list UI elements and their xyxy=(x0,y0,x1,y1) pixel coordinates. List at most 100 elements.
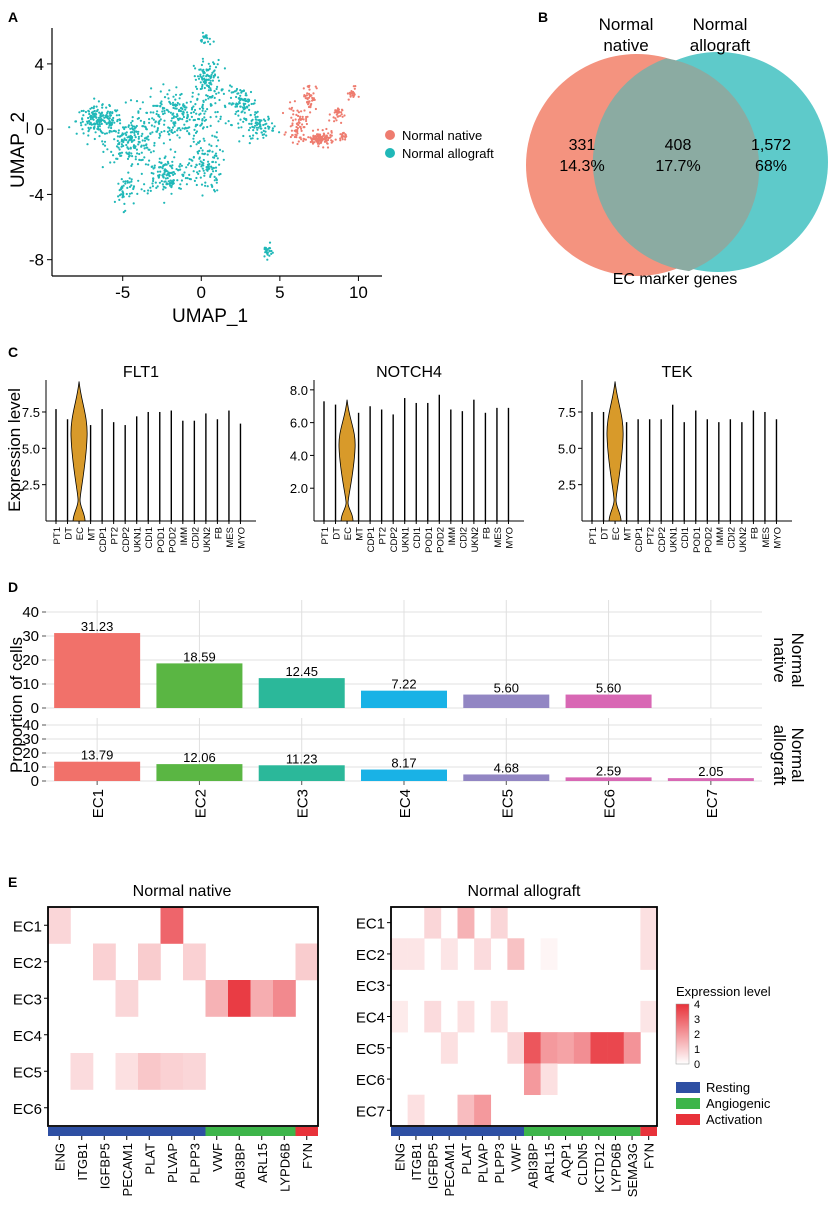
umap-point xyxy=(199,73,202,76)
umap-point xyxy=(209,79,212,82)
umap-point xyxy=(117,182,120,185)
umap-point xyxy=(254,116,257,119)
umap-point xyxy=(247,99,250,102)
umap-point xyxy=(352,90,355,94)
umap-point xyxy=(128,177,131,180)
umap-point xyxy=(199,75,202,78)
heatmap-col-label: IGFBP5 xyxy=(426,1143,441,1189)
umap-point xyxy=(314,85,317,88)
violin-x-tick-label: CDP1 xyxy=(634,527,645,552)
bar xyxy=(667,778,754,781)
umap-point xyxy=(137,130,140,133)
umap-point xyxy=(247,129,251,132)
umap-point xyxy=(124,101,127,104)
umap-point xyxy=(181,127,184,130)
umap-point xyxy=(211,71,214,74)
umap-point xyxy=(87,134,90,137)
umap-point xyxy=(180,179,183,182)
umap-point xyxy=(149,189,152,192)
umap-point xyxy=(90,111,94,114)
umap-point xyxy=(305,117,308,121)
umap-point xyxy=(136,132,140,135)
umap-x-tick-label: -5 xyxy=(115,283,130,302)
heatmap-col-label: PLPP3 xyxy=(187,1143,202,1183)
umap-point xyxy=(124,180,127,183)
umap-point xyxy=(200,40,203,43)
umap-point xyxy=(125,133,128,137)
umap-point xyxy=(249,90,253,94)
umap-point xyxy=(129,99,133,102)
umap-point xyxy=(81,120,84,123)
umap-point xyxy=(217,120,220,123)
umap-point xyxy=(214,166,218,169)
umap-point xyxy=(162,185,165,188)
umap-point xyxy=(128,181,131,184)
heatmap-cell xyxy=(93,943,116,981)
violin-y-label: Expression level xyxy=(5,388,24,512)
umap-point xyxy=(163,163,166,167)
umap-point xyxy=(333,120,336,123)
umap-point xyxy=(140,159,143,162)
umap-point xyxy=(289,125,292,128)
violin-y-tick-label: 2.5 xyxy=(558,478,576,493)
bar-y-tick-label: 30 xyxy=(22,628,39,645)
umap-point xyxy=(307,136,310,139)
umap-point xyxy=(138,152,141,156)
bar-value-label: 18.59 xyxy=(183,649,216,664)
umap-point xyxy=(120,145,123,148)
umap-point xyxy=(130,164,133,167)
umap-point xyxy=(159,134,162,137)
umap-point xyxy=(215,136,218,139)
heatmap-col-label: PLAT xyxy=(459,1143,474,1175)
bar-x-tick-label: EC3 xyxy=(295,789,312,818)
umap-point xyxy=(206,169,209,172)
umap-point xyxy=(148,159,151,162)
umap-point xyxy=(94,122,97,126)
umap-point xyxy=(197,172,200,175)
bar-y-tick-label: 0 xyxy=(31,700,39,717)
umap-point xyxy=(97,116,101,119)
violin-x-tick-label: UKN1 xyxy=(401,527,412,552)
umap-point xyxy=(110,124,113,127)
umap-point xyxy=(117,146,120,149)
violin-x-tick-label: IMM xyxy=(715,527,726,546)
umap-point xyxy=(145,143,148,146)
umap-point xyxy=(79,121,82,124)
umap-point xyxy=(235,110,238,113)
heat-legend-tick-label: 0 xyxy=(694,1059,700,1071)
umap-point xyxy=(139,107,142,110)
heatmap-group-bar xyxy=(524,1127,641,1136)
umap-point xyxy=(145,111,149,114)
umap-point xyxy=(328,113,331,116)
violin-y-tick-label: 2.0 xyxy=(290,481,308,496)
umap-point xyxy=(134,158,137,161)
umap-point xyxy=(108,104,111,108)
umap-point xyxy=(158,161,161,164)
umap-point xyxy=(147,138,150,141)
umap-point xyxy=(256,121,259,124)
heatmap-row-label: EC4 xyxy=(356,1010,385,1027)
umap-point xyxy=(120,178,123,181)
umap-point xyxy=(264,123,267,126)
umap-point xyxy=(110,130,113,133)
umap-point xyxy=(263,255,266,258)
heatmap-row-label: EC3 xyxy=(13,991,42,1008)
umap-point xyxy=(244,92,247,95)
umap-point xyxy=(153,144,156,147)
umap-point xyxy=(198,68,201,71)
umap-point xyxy=(131,125,134,128)
umap-point xyxy=(101,103,104,106)
umap-point xyxy=(256,128,259,131)
violin-x-tick-label: MYO xyxy=(236,527,247,549)
umap-point xyxy=(81,117,84,120)
umap-point xyxy=(264,248,267,251)
venn-left-title-2: native xyxy=(603,36,648,55)
umap-point xyxy=(215,154,218,158)
umap-point xyxy=(308,100,311,103)
umap-point xyxy=(237,126,240,129)
umap-point xyxy=(163,96,167,99)
umap-point xyxy=(186,163,190,166)
umap-point xyxy=(203,77,206,80)
heatmap-col-label: VWF xyxy=(210,1143,225,1172)
umap-point xyxy=(330,134,333,137)
